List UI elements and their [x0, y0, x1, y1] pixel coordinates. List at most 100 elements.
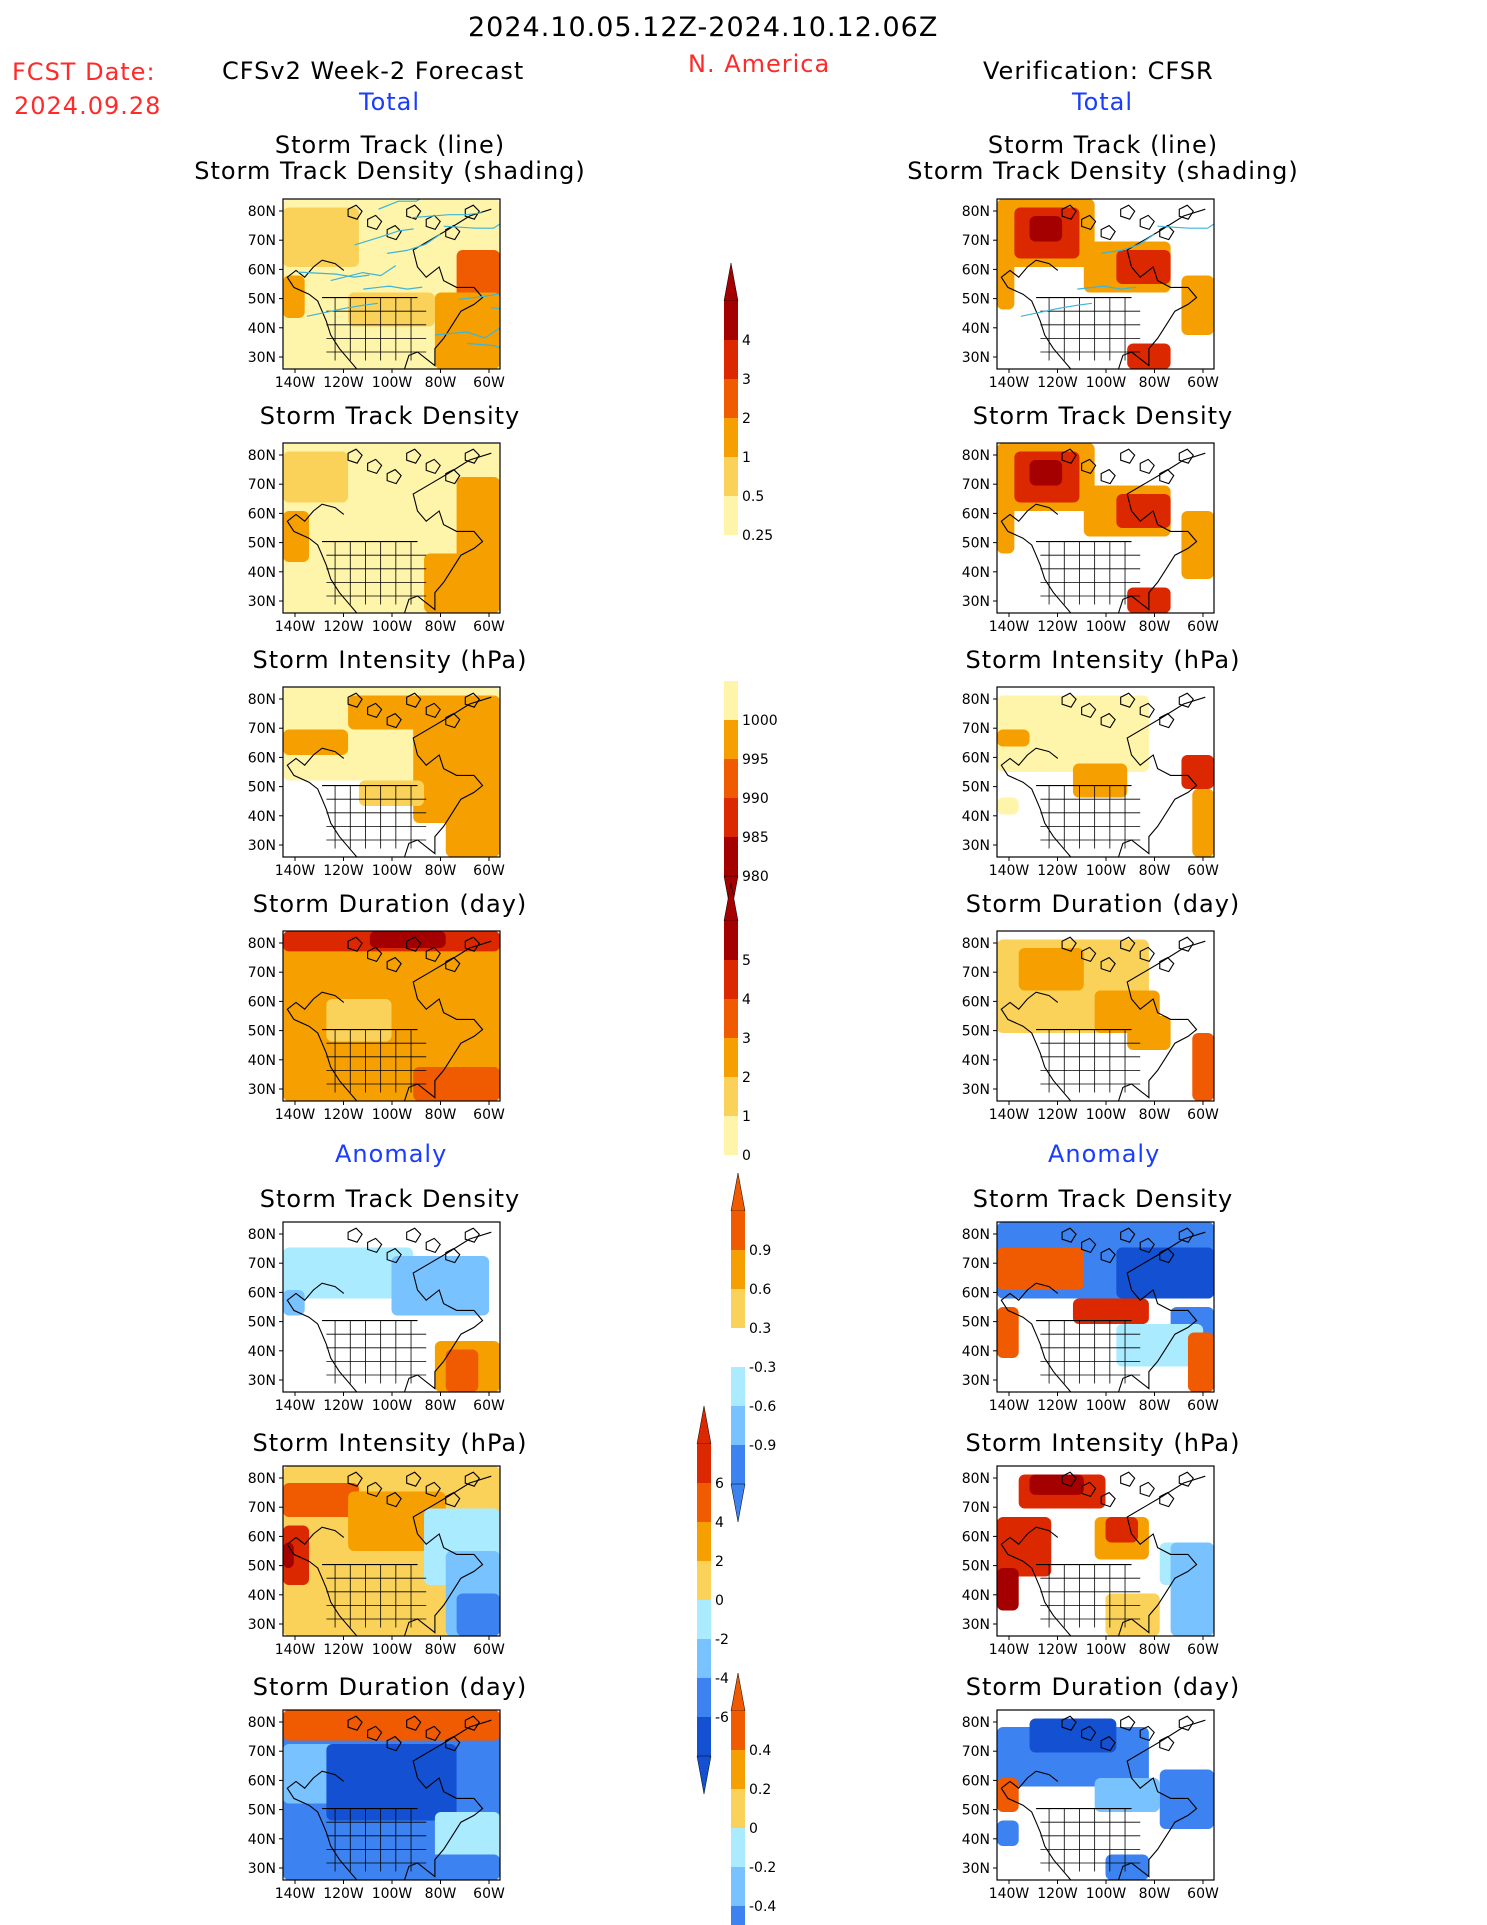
lat-label: 80N [248, 448, 276, 464]
island-outline [347, 204, 363, 220]
shade-cell [1029, 216, 1063, 242]
title-track-line-right: Storm Track (line) [987, 131, 1219, 159]
lon-label: 100W [372, 619, 413, 635]
total-label-left: Total [359, 88, 421, 116]
colorbar-intensity-total: 1000 995 990 985 980 [723, 681, 778, 915]
island-outline [1178, 204, 1194, 220]
lon-label: 140W [275, 375, 316, 391]
lat-label: 70N [962, 1256, 990, 1272]
colorbar-box [731, 1211, 745, 1250]
lon-label: 60W [1187, 375, 1219, 391]
colorbar-arrow-top [723, 262, 739, 302]
lon-label: 80W [425, 1107, 457, 1123]
lat-label: 60N [962, 506, 990, 522]
shade-cell [402, 1854, 500, 1880]
shade-cell [348, 292, 435, 327]
island-outline [1061, 1227, 1077, 1243]
island-outline [1120, 692, 1136, 708]
fcst-date-value: 2024.09.28 [14, 92, 162, 120]
lat-label: 70N [962, 721, 990, 737]
island-outline [406, 448, 422, 464]
east-coastline [403, 1475, 492, 1636]
lat-label: 60N [962, 1529, 990, 1545]
lat-label: 40N [248, 809, 276, 825]
island-outline [1178, 1715, 1194, 1731]
island-outline [386, 1491, 402, 1508]
island-outline [406, 936, 422, 952]
colorbar-density-total: 4 3 2 1 0.5 0.25 [723, 262, 773, 574]
shade-cell [391, 1256, 490, 1316]
colorbar-label: 995 [742, 752, 769, 768]
lat-label: 80N [248, 692, 276, 708]
colorbar-label: 1 [742, 1109, 751, 1125]
coastline-layer [1000, 936, 1206, 1101]
map-panel-forecast-0: 80N 70N 60N 50N 40N 30N 140W 120W 100W 80W 60W [248, 198, 505, 391]
storm-track [354, 228, 414, 246]
island-outline [1061, 204, 1077, 220]
lat-label: 70N [248, 1744, 276, 1760]
lat-label: 50N [962, 1803, 990, 1819]
shade-cell [997, 797, 1019, 815]
island-outline [1100, 468, 1116, 485]
shade-cell [1187, 1332, 1214, 1392]
lat-label: 50N [962, 1559, 990, 1575]
colorbar-box [697, 1717, 711, 1756]
title-duration-anom-right: Storm Duration (day) [965, 1673, 1241, 1701]
lat-label: 80N [962, 692, 990, 708]
shade-cell [283, 1542, 294, 1568]
island-outline [445, 712, 461, 729]
lon-label: 120W [323, 375, 364, 391]
colorbar-box [731, 1711, 745, 1750]
island-outline [367, 946, 383, 963]
map-panel-verification-3: 80N 70N 60N 50N 40N 30N 140W 120W 100W 80W 60W [962, 930, 1219, 1123]
shade-cell [1159, 1769, 1214, 1829]
lat-label: 60N [962, 262, 990, 278]
island-outline [367, 1725, 383, 1742]
colorbar-box [697, 1639, 711, 1678]
colorbar-box [724, 1116, 738, 1155]
east-coastline [1117, 452, 1206, 613]
map-panel-forecast-3: 80N 70N 60N 50N 40N 30N 140W 120W 100W 80W 60W [248, 930, 505, 1123]
verification-title: Verification: CFSR [983, 57, 1214, 85]
lat-label: 60N [248, 750, 276, 766]
lat-label: 40N [248, 565, 276, 581]
lat-label: 80N [962, 1471, 990, 1487]
lat-label: 40N [962, 1053, 990, 1069]
lat-label: 40N [248, 1588, 276, 1604]
island-outline [386, 956, 402, 973]
island-outline [1139, 214, 1155, 231]
island-outline [1159, 468, 1175, 485]
title-density-right: Storm Track Density [972, 402, 1234, 430]
island-outline [1081, 1725, 1097, 1742]
lat-label: 80N [962, 936, 990, 952]
shade-cell [424, 553, 500, 613]
island-outline [1120, 1227, 1136, 1243]
lon-label: 100W [372, 1886, 413, 1902]
island-outline [1159, 1247, 1175, 1264]
colorbar-box [731, 1367, 745, 1406]
lat-label: 50N [248, 1803, 276, 1819]
island-outline [464, 936, 480, 952]
island-outline [1178, 448, 1194, 464]
lon-label: 100W [1086, 1107, 1127, 1123]
lon-label: 120W [1037, 375, 1078, 391]
island-outline [1139, 946, 1155, 963]
lat-label: 80N [248, 1227, 276, 1243]
shade-cell [283, 729, 349, 755]
island-outline [347, 1715, 363, 1731]
lat-label: 60N [962, 1285, 990, 1301]
storm-track [458, 293, 500, 300]
lon-label: 60W [473, 863, 505, 879]
lon-label: 80W [425, 863, 457, 879]
lon-label: 60W [1187, 1886, 1219, 1902]
island-outline [464, 1227, 480, 1243]
colorbar-label: 4 [715, 1515, 724, 1531]
colorbar-box [724, 418, 738, 457]
lon-label: 120W [323, 1642, 364, 1658]
storm-track [434, 327, 500, 339]
lon-label: 140W [275, 1642, 316, 1658]
shade-cell [326, 1744, 457, 1821]
lon-label: 120W [323, 619, 364, 635]
colorbar-box [724, 1077, 738, 1116]
shade-cell [369, 931, 446, 948]
